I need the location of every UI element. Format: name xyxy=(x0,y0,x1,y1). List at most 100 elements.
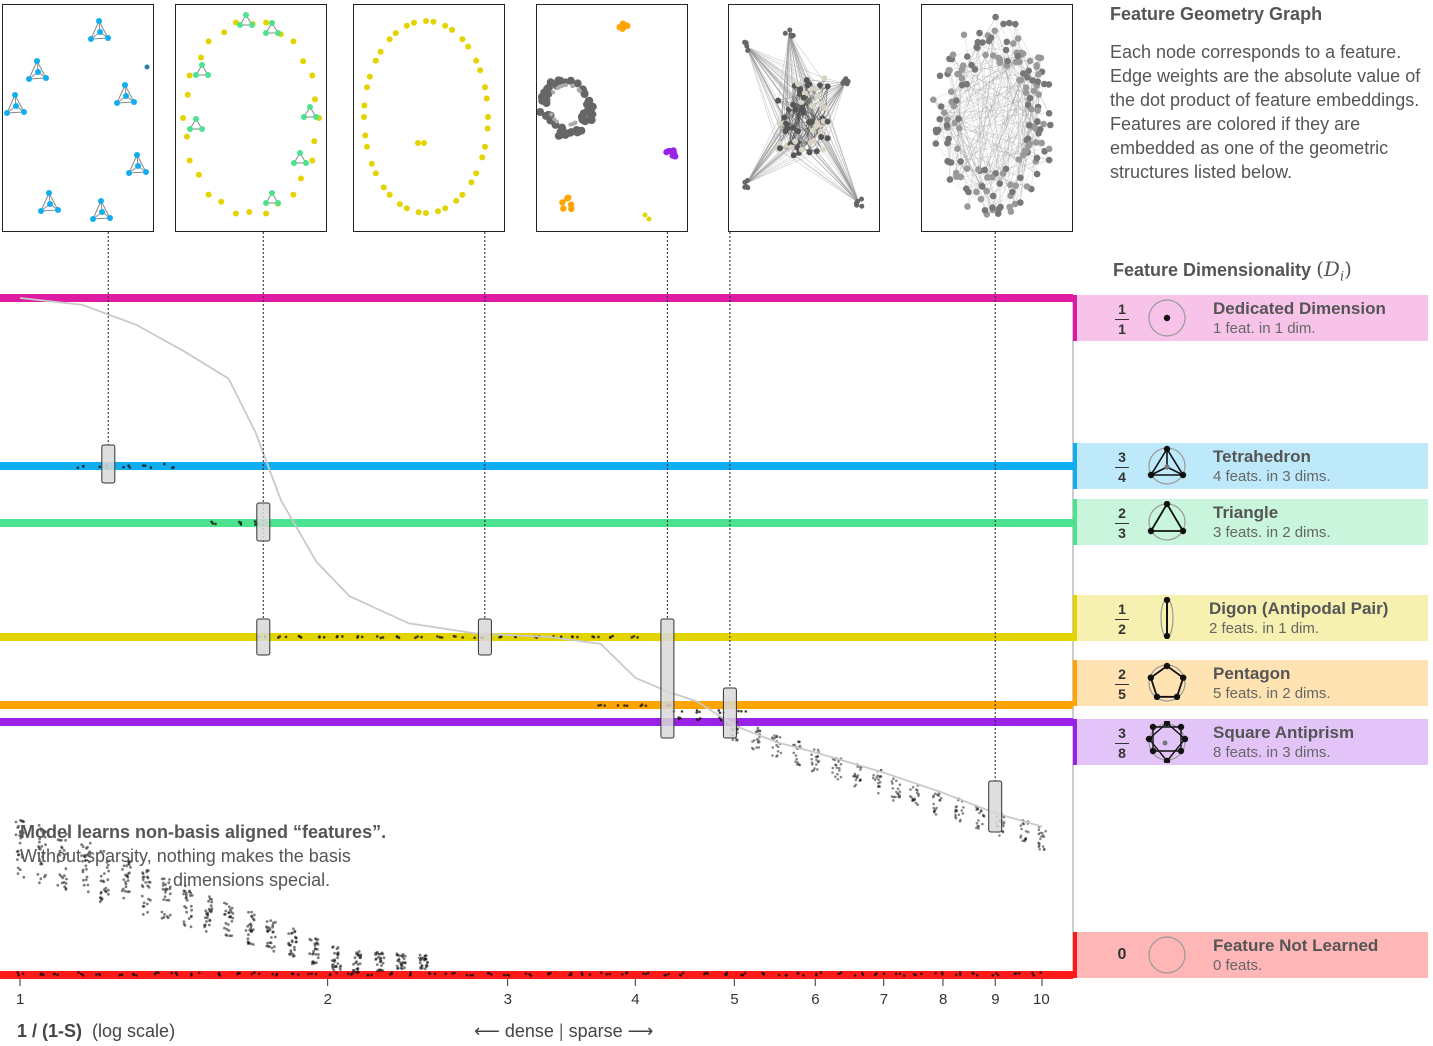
graph-node xyxy=(1035,91,1042,98)
scatter-point-644 xyxy=(819,971,823,974)
scatter-point-185 xyxy=(162,881,165,885)
scatter-point-753 xyxy=(576,635,579,639)
scatter-point-767 xyxy=(616,704,620,707)
scatter-point-551 xyxy=(218,974,222,977)
scatter-point-636 xyxy=(762,972,765,975)
scatter-point-728 xyxy=(414,636,417,639)
graph-node xyxy=(554,76,563,85)
graph-node xyxy=(291,160,297,166)
scatter-point-929 xyxy=(871,776,875,780)
scatter-point-370 xyxy=(312,949,315,953)
graph-node xyxy=(559,199,566,206)
scatter-point-588 xyxy=(453,971,456,975)
graph-edge xyxy=(978,54,986,170)
scatter-point-36 xyxy=(39,827,43,830)
scatter-point-246 xyxy=(209,904,213,908)
graph-edge xyxy=(806,79,846,84)
scatter-point-515 xyxy=(419,966,423,969)
legend-fraction-num: 2 xyxy=(1118,666,1126,682)
scatter-point-763 xyxy=(603,704,606,707)
scatter-point-564 xyxy=(290,972,294,975)
graph-node xyxy=(663,148,670,156)
graph-node xyxy=(814,92,820,99)
scatter-point-381 xyxy=(314,953,318,956)
graph-node xyxy=(199,126,205,132)
scatter-point-456 xyxy=(379,956,383,960)
scatter-point-486 xyxy=(395,952,399,956)
graph-edge xyxy=(944,112,993,211)
graph-node xyxy=(263,210,270,217)
scatter-point-83 xyxy=(88,841,92,845)
scatter-point-529 xyxy=(77,971,80,974)
scatter-point-712 xyxy=(322,635,326,639)
graph-edge xyxy=(995,43,1014,174)
scatter-point-297 xyxy=(251,917,255,921)
graph-edge xyxy=(961,84,1038,123)
scatter-point-561 xyxy=(275,972,279,976)
scatter-point-34 xyxy=(40,845,44,848)
scatter-point-318 xyxy=(265,920,269,923)
graph-node xyxy=(941,109,948,116)
scatter-point-462 xyxy=(380,964,383,967)
graph-node xyxy=(1026,140,1034,148)
scatter-point-16 xyxy=(17,824,20,828)
scatter-point-848 xyxy=(775,743,778,747)
legend-item-1: 3 4 Tetrahedron 4 feats. in 3 dims. xyxy=(1073,443,1428,489)
graph-node xyxy=(90,216,96,222)
graph-node xyxy=(956,124,963,132)
scatter-point-291 xyxy=(247,910,250,914)
scatter-point-411 xyxy=(336,956,339,960)
graph-edge xyxy=(959,79,1022,129)
graph-node xyxy=(782,30,788,36)
scatter-point-198 xyxy=(167,898,171,902)
scatter-point-257 xyxy=(204,916,207,919)
triangle-icon xyxy=(1147,501,1187,541)
graph-node xyxy=(1030,87,1038,95)
scatter-point-463 xyxy=(379,968,382,972)
scatter-point-881 xyxy=(810,753,813,756)
scatter-point-776 xyxy=(680,710,684,713)
scatter-point-1070 xyxy=(1044,829,1047,833)
scatter-point-491 xyxy=(397,957,401,961)
scatter-point-732 xyxy=(440,636,444,639)
graph-node xyxy=(984,174,991,181)
scatter-point-530 xyxy=(81,973,85,977)
scatter-point-385 xyxy=(308,952,312,956)
scatter-point-687 xyxy=(128,466,132,469)
scatter-point-174 xyxy=(142,901,146,905)
scatter-point-74 xyxy=(60,845,63,849)
scatter-point-516 xyxy=(419,958,423,961)
scatter-point-40 xyxy=(43,835,47,839)
scatter-point-35 xyxy=(42,852,45,856)
graph-node xyxy=(806,149,813,156)
scatter-point-966 xyxy=(909,795,912,798)
scatter-point-555 xyxy=(237,971,240,975)
scatter-point-334 xyxy=(273,935,277,939)
scatter-point-408 xyxy=(330,964,334,967)
scatter-point-720 xyxy=(356,636,359,639)
graph-node xyxy=(563,83,568,87)
scatter-point-1081 xyxy=(1039,831,1042,835)
scatter-point-307 xyxy=(250,910,254,914)
scatter-point-593 xyxy=(487,971,491,975)
highlight-box-3 xyxy=(477,618,492,656)
scatter-point-361 xyxy=(290,939,294,942)
scatter-point-182 xyxy=(164,883,167,886)
scatter-point-457 xyxy=(381,961,385,965)
scatter-point-953 xyxy=(891,787,895,790)
graph-edge xyxy=(778,148,860,204)
graph-edge xyxy=(977,48,1001,184)
graph-node xyxy=(804,82,811,89)
scatter-point-972 xyxy=(911,799,914,803)
scatter-point-1025 xyxy=(976,807,979,811)
graph-edge xyxy=(1021,52,1024,155)
scatter-point-898 xyxy=(836,772,839,776)
graph-node xyxy=(1015,156,1023,163)
scatter-point-177 xyxy=(141,871,145,874)
graph-node xyxy=(796,90,803,97)
graph-node xyxy=(1014,35,1022,42)
scatter-point-964 xyxy=(916,803,920,807)
scatter-point-415 xyxy=(334,965,337,969)
